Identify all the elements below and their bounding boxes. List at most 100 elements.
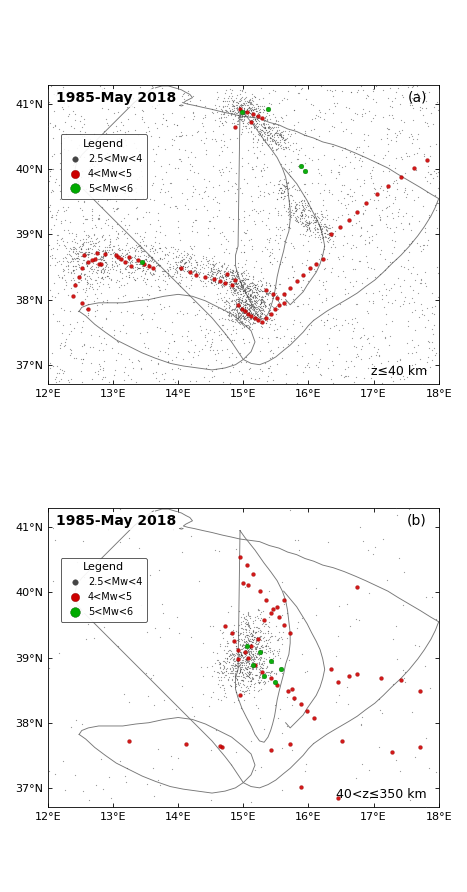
- Point: [215, 653, 222, 667]
- Point: [251, 657, 258, 672]
- Point: [376, 181, 383, 195]
- Point: [243, 222, 251, 236]
- Point: [73, 555, 80, 569]
- Point: [236, 295, 244, 310]
- Point: [219, 375, 227, 389]
- Point: [270, 133, 278, 147]
- Point: [257, 260, 264, 275]
- Point: [248, 194, 255, 208]
- Point: [209, 124, 217, 138]
- Point: [343, 150, 350, 164]
- Point: [238, 621, 246, 635]
- Point: [243, 616, 250, 631]
- Point: [248, 160, 255, 174]
- Point: [261, 281, 268, 295]
- Point: [248, 285, 256, 299]
- Point: [433, 169, 440, 184]
- Point: [311, 211, 318, 225]
- Point: [308, 346, 315, 360]
- Point: [234, 272, 241, 286]
- Point: [124, 112, 132, 126]
- Point: [248, 639, 255, 653]
- Point: [245, 320, 253, 334]
- Point: [223, 283, 230, 297]
- Point: [193, 125, 201, 139]
- Point: [352, 340, 360, 354]
- Point: [275, 624, 283, 639]
- Point: [262, 123, 270, 137]
- Point: [51, 251, 58, 265]
- Point: [337, 368, 345, 382]
- Point: [256, 711, 263, 725]
- Point: [347, 354, 355, 368]
- Point: [257, 657, 265, 672]
- Point: [263, 633, 270, 648]
- Point: [208, 334, 216, 349]
- Point: [208, 251, 216, 265]
- Point: [353, 85, 361, 99]
- Point: [219, 632, 227, 646]
- Point: [235, 628, 243, 642]
- Point: [245, 618, 252, 632]
- Point: [148, 252, 156, 267]
- Point: [308, 112, 316, 127]
- Point: [134, 90, 142, 104]
- Point: [251, 316, 258, 330]
- Point: [303, 222, 311, 236]
- Point: [235, 618, 242, 632]
- Point: [357, 219, 365, 234]
- Point: [209, 260, 217, 274]
- Point: [177, 253, 185, 268]
- Point: [356, 254, 363, 268]
- Point: [367, 260, 375, 275]
- Point: [135, 144, 143, 158]
- Point: [408, 304, 416, 318]
- Point: [234, 656, 241, 670]
- Point: [235, 294, 243, 309]
- Point: [209, 685, 216, 699]
- Point: [177, 153, 184, 168]
- Point: [246, 288, 254, 302]
- Point: [254, 106, 262, 120]
- Point: [256, 303, 264, 318]
- Point: [134, 271, 141, 285]
- Point: [256, 658, 263, 673]
- Point: [198, 116, 206, 130]
- Point: [390, 173, 397, 187]
- Point: [149, 178, 156, 192]
- Point: [400, 293, 408, 308]
- Point: [279, 192, 287, 206]
- Point: [290, 331, 297, 345]
- Point: [237, 648, 244, 662]
- Point: [243, 310, 250, 325]
- Point: [431, 348, 439, 362]
- Point: [188, 268, 196, 282]
- Point: [253, 116, 261, 130]
- Point: [330, 226, 337, 240]
- Point: [267, 130, 275, 145]
- Point: [138, 260, 145, 274]
- Point: [303, 215, 311, 229]
- Point: [45, 764, 53, 778]
- Point: [142, 125, 150, 139]
- Point: [237, 641, 245, 656]
- Point: [244, 115, 252, 129]
- Point: [254, 633, 261, 648]
- Point: [402, 290, 409, 304]
- Point: [257, 293, 264, 307]
- Point: [223, 275, 231, 289]
- Point: [117, 248, 124, 262]
- Point: [113, 255, 120, 269]
- Point: [274, 235, 282, 250]
- Point: [130, 100, 137, 114]
- Point: [226, 652, 234, 666]
- Point: [233, 312, 240, 326]
- Point: [389, 632, 396, 646]
- Point: [241, 103, 248, 118]
- Point: [252, 290, 260, 304]
- Point: [283, 690, 290, 704]
- Point: [127, 259, 135, 273]
- Point: [113, 217, 121, 231]
- Point: [208, 276, 216, 290]
- Point: [252, 290, 259, 304]
